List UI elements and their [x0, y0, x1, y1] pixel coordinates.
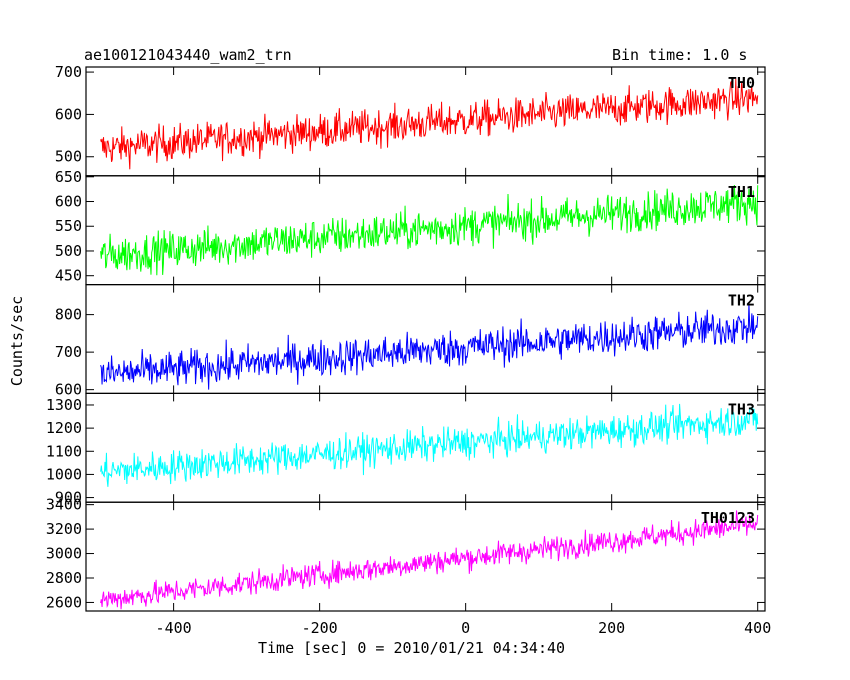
y-tick-label: 450	[55, 267, 82, 285]
y-tick-label: 1000	[46, 465, 82, 483]
panel-label-th1: TH1	[728, 183, 755, 201]
y-tick-label: 500	[55, 148, 82, 166]
y-tick-label: 3200	[46, 520, 82, 538]
y-tick-label: 600	[55, 193, 82, 211]
panel-frame	[85, 284, 766, 395]
x-axis-label: Time [sec] 0 = 2010/01/21 04:34:40	[258, 639, 566, 657]
panel-label-th2: TH2	[728, 292, 755, 310]
y-tick-label: 3400	[46, 496, 82, 514]
y-tick-label: 2800	[46, 569, 82, 587]
x-tick-label: 0	[461, 619, 470, 637]
y-tick-label: 1300	[46, 396, 82, 414]
x-tick-label: 400	[744, 619, 771, 637]
y-tick-label: 1200	[46, 419, 82, 437]
y-axis-label: Counts/sec	[8, 295, 27, 387]
series-line-th2	[100, 302, 759, 390]
chart-title-right: Bin time: 1.0 s	[612, 46, 748, 64]
y-tick-label: 900	[55, 489, 82, 507]
chart-title-left: ae100121043440_wam2_trn	[84, 46, 292, 64]
y-tick-label: 1100	[46, 442, 82, 460]
y-tick-label: 500	[55, 242, 82, 260]
panel-frame	[85, 175, 766, 286]
y-tick-label: 600	[55, 381, 82, 399]
panel-frame	[85, 501, 766, 612]
panel-label-th0: TH0	[728, 74, 755, 92]
y-tick-label: 3000	[46, 545, 82, 563]
panel-label-th3: TH3	[728, 400, 755, 418]
series-line-th0	[100, 78, 759, 170]
series-line-th3	[100, 403, 759, 487]
series-line-th1	[100, 185, 759, 276]
x-tick-label: -400	[156, 619, 192, 637]
series-line-th0123	[100, 510, 759, 610]
y-tick-label: 700	[55, 343, 82, 361]
y-tick-label: 2600	[46, 593, 82, 611]
y-tick-label: 600	[55, 105, 82, 123]
panel-frame	[85, 66, 766, 177]
x-tick-label: 200	[598, 619, 625, 637]
panel-label-th0123: TH0123	[701, 509, 755, 527]
y-tick-label: 550	[55, 217, 82, 235]
y-tick-label: 650	[55, 168, 82, 186]
y-tick-label: 800	[55, 306, 82, 324]
y-tick-label: 700	[55, 63, 82, 81]
x-tick-label: -200	[302, 619, 338, 637]
